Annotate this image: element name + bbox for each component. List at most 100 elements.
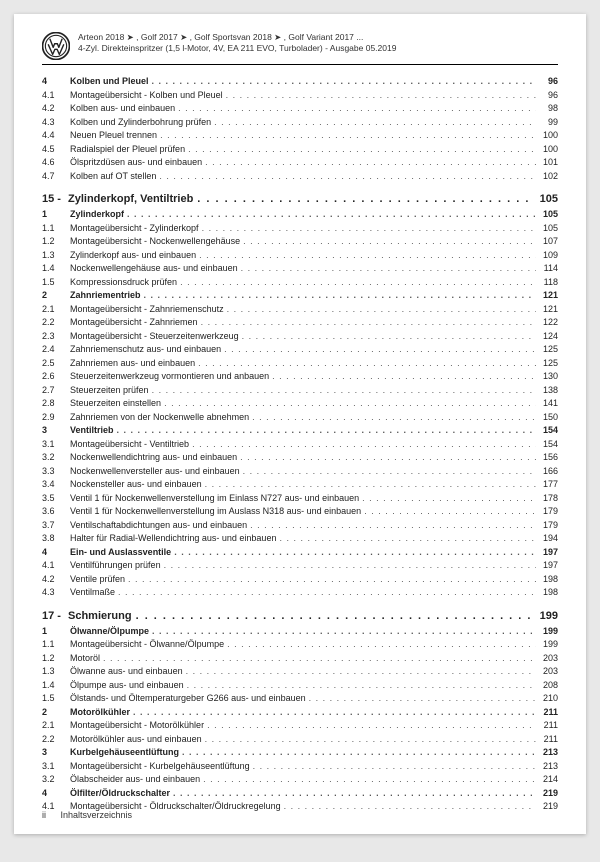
toc-entry-number: 1.5 (42, 276, 70, 290)
toc-entry-title: Ölspritzdüsen aus- und einbauen (70, 156, 202, 170)
toc-entry-page: 179 (536, 519, 558, 533)
toc-row: 4.1Montageübersicht - Kolben und Pleuel.… (42, 89, 558, 103)
toc-entry-page: 219 (536, 800, 558, 814)
toc-entry-page: 179 (536, 505, 558, 519)
toc-entry-page: 101 (536, 156, 558, 170)
toc-entry-number: 3.6 (42, 505, 70, 519)
toc-row: 1.3Ölwanne aus- und einbauen. . . . . . … (42, 665, 558, 679)
toc-entry-page: 96 (536, 89, 558, 103)
leader-dots: . . . . . . . . . . . . . . . . . . . . … (200, 773, 536, 787)
toc-entry-number: 2.1 (42, 303, 70, 317)
leader-dots: . . . . . . . . . . . . . . . . . . . . … (224, 638, 536, 652)
toc-entry-page: 121 (536, 289, 558, 303)
leader-dots: . . . . . . . . . . . . . . . . . . . . … (240, 465, 536, 479)
toc-entry-number: 1 (42, 208, 70, 222)
header-line-2: 4-Zyl. Direkteinspritzer (1,5 l-Motor, 4… (78, 43, 396, 54)
toc-entry-page: 214 (536, 773, 558, 787)
toc-entry-page: 102 (536, 170, 558, 184)
toc-row: 1.3Zylinderkopf aus- und einbauen. . . .… (42, 249, 558, 263)
leader-dots: . . . . . . . . . . . . . . . . . . . . … (249, 411, 536, 425)
toc-row: 2Motorölkühler. . . . . . . . . . . . . … (42, 706, 558, 720)
toc-row: 2.9Zahnriemen von der Nockenwelle abnehm… (42, 411, 558, 425)
toc-row: 1.2Montageübersicht - Nockenwellengehäus… (42, 235, 558, 249)
leader-dots: . . . . . . . . . . . . . . . . . . . . … (221, 343, 536, 357)
toc-row: 1.4Ölpumpe aus- und einbauen. . . . . . … (42, 679, 558, 693)
toc-row: 4Ein- und Auslassventile. . . . . . . . … (42, 546, 558, 560)
chapter-heading: 15 -Zylinderkopf, Ventiltrieb. . . . . .… (42, 193, 558, 205)
toc-entry-page: 114 (536, 262, 558, 276)
toc-entry-title: Zylinderkopf aus- und einbauen (70, 249, 196, 263)
chapter-page: 105 (532, 193, 558, 205)
leader-dots: . . . . . . . . . . . . . . . . . . . . … (198, 316, 536, 330)
toc-entry-number: 1.5 (42, 692, 70, 706)
toc-row: 1Zylinderkopf. . . . . . . . . . . . . .… (42, 208, 558, 222)
leader-dots: . . . . . . . . . . . . . . . . . . . . … (211, 116, 536, 130)
toc-row: 2.1Montageübersicht - Zahnriemenschutz. … (42, 303, 558, 317)
toc-entry-page: 178 (536, 492, 558, 506)
toc-row: 2.1Montageübersicht - Motorölkühler. . .… (42, 719, 558, 733)
chapter-page: 199 (532, 610, 558, 622)
leader-dots: . . . . . . . . . . . . . . . . . . . . … (281, 800, 536, 814)
leader-dots: . . . . . . . . . . . . . . . . . . . . … (202, 478, 536, 492)
leader-dots: . . . . . . . . . . . . . . . . . . . . … (149, 75, 536, 89)
toc-row: 2.2Montageübersicht - Zahnriemen. . . . … (42, 316, 558, 330)
leader-dots: . . . . . . . . . . . . . . . . . . . . … (157, 129, 536, 143)
leader-dots: . . . . . . . . . . . . . . . . . . . . … (170, 787, 536, 801)
toc-row: 3.4Nockensteller aus- und einbauen. . . … (42, 478, 558, 492)
toc-row: 1.4Nockenwellengehäuse aus- und einbauen… (42, 262, 558, 276)
toc-entry-number: 2.3 (42, 330, 70, 344)
toc-entry-title: Neuen Pleuel trennen (70, 129, 157, 143)
toc-entry-title: Ventiltrieb (70, 424, 114, 438)
leader-dots: . . . . . . . . . . . . . . . . . . . . … (196, 249, 536, 263)
toc-entry-number: 2.2 (42, 316, 70, 330)
toc-entry-page: 105 (536, 208, 558, 222)
toc-row: 3.1Montageübersicht - Ventiltrieb. . . .… (42, 438, 558, 452)
toc-row: 4.3Kolben und Zylinderbohrung prüfen. . … (42, 116, 558, 130)
toc-entry-number: 2.5 (42, 357, 70, 371)
leader-dots: . . . . . . . . . . . . . . . . . . . . … (100, 652, 536, 666)
vw-logo (42, 32, 70, 60)
leader-dots: . . . . . . . . . . . . . . . . . . . . … (223, 89, 536, 103)
toc-entry-page: 100 (536, 129, 558, 143)
toc-entry-page: 118 (536, 276, 558, 290)
toc-entry-title: Ölpumpe aus- und einbauen (70, 679, 184, 693)
leader-dots: . . . . . . . . . . . . . . . . . . . . … (175, 102, 536, 116)
toc-entry-page: 122 (536, 316, 558, 330)
toc-entry-title: Kolben auf OT stellen (70, 170, 156, 184)
toc-row: 3.8Halter für Radial-Wellendichtring aus… (42, 532, 558, 546)
toc-entry-title: Halter für Radial-Wellendichtring aus- u… (70, 532, 276, 546)
chapter-heading: 17 -Schmierung. . . . . . . . . . . . . … (42, 610, 558, 622)
toc-entry-number: 1.4 (42, 679, 70, 693)
toc-row: 4.2Ventile prüfen. . . . . . . . . . . .… (42, 573, 558, 587)
toc-entry-page: 98 (536, 102, 558, 116)
toc-entry-number: 1.2 (42, 652, 70, 666)
toc-entry-title: Montageübersicht - Nockenwellengehäuse (70, 235, 240, 249)
toc-entry-page: 213 (536, 746, 558, 760)
leader-dots: . . . . . . . . . . . . . . . . . . . . … (195, 357, 536, 371)
toc-row: 1.1Montageübersicht - Zylinderkopf. . . … (42, 222, 558, 236)
leader-dots: . . . . . . . . . . . . . . . . . . . . … (124, 208, 536, 222)
toc-row: 1.5Ölstands- und Öltemperaturgeber G266 … (42, 692, 558, 706)
leader-dots: . . . . . . . . . . . . . . . . . . . . … (202, 156, 536, 170)
leader-dots: . . . . . . . . . . . . . . . . . . . . … (156, 170, 536, 184)
leader-dots: . . . . . . . . . . . . . . . . . . . . … (238, 262, 536, 276)
header-line-1: Arteon 2018 ➤ , Golf 2017 ➤ , Golf Sport… (78, 32, 396, 43)
leader-dots: . . . . . . . . . . . . . . . . . . . . … (240, 235, 536, 249)
toc-entry-title: Motorölkühler aus- und einbauen (70, 733, 202, 747)
toc-entry-title: Ventile prüfen (70, 573, 125, 587)
toc-entry-number: 4.3 (42, 116, 70, 130)
leader-dots: . . . . . . . . . . . . . . . . . . . . … (125, 573, 536, 587)
toc-entry-title: Nockenwellenversteller aus- und einbauen (70, 465, 240, 479)
toc-entry-title: Montageübersicht - Zylinderkopf (70, 222, 199, 236)
leader-dots: . . . . . . . . . . . . . . . . . . . . … (202, 733, 536, 747)
toc-entry-page: 198 (536, 573, 558, 587)
toc-entry-number: 2.6 (42, 370, 70, 384)
toc-row: 3Kurbelgehäuseentlüftung. . . . . . . . … (42, 746, 558, 760)
toc-entry-number: 3.7 (42, 519, 70, 533)
toc-entry-number: 1.2 (42, 235, 70, 249)
toc-entry-number: 2.8 (42, 397, 70, 411)
toc-entry-page: 211 (536, 706, 558, 720)
toc-entry-page: 96 (536, 75, 558, 89)
toc-entry-number: 2.1 (42, 719, 70, 733)
toc-entry-page: 166 (536, 465, 558, 479)
